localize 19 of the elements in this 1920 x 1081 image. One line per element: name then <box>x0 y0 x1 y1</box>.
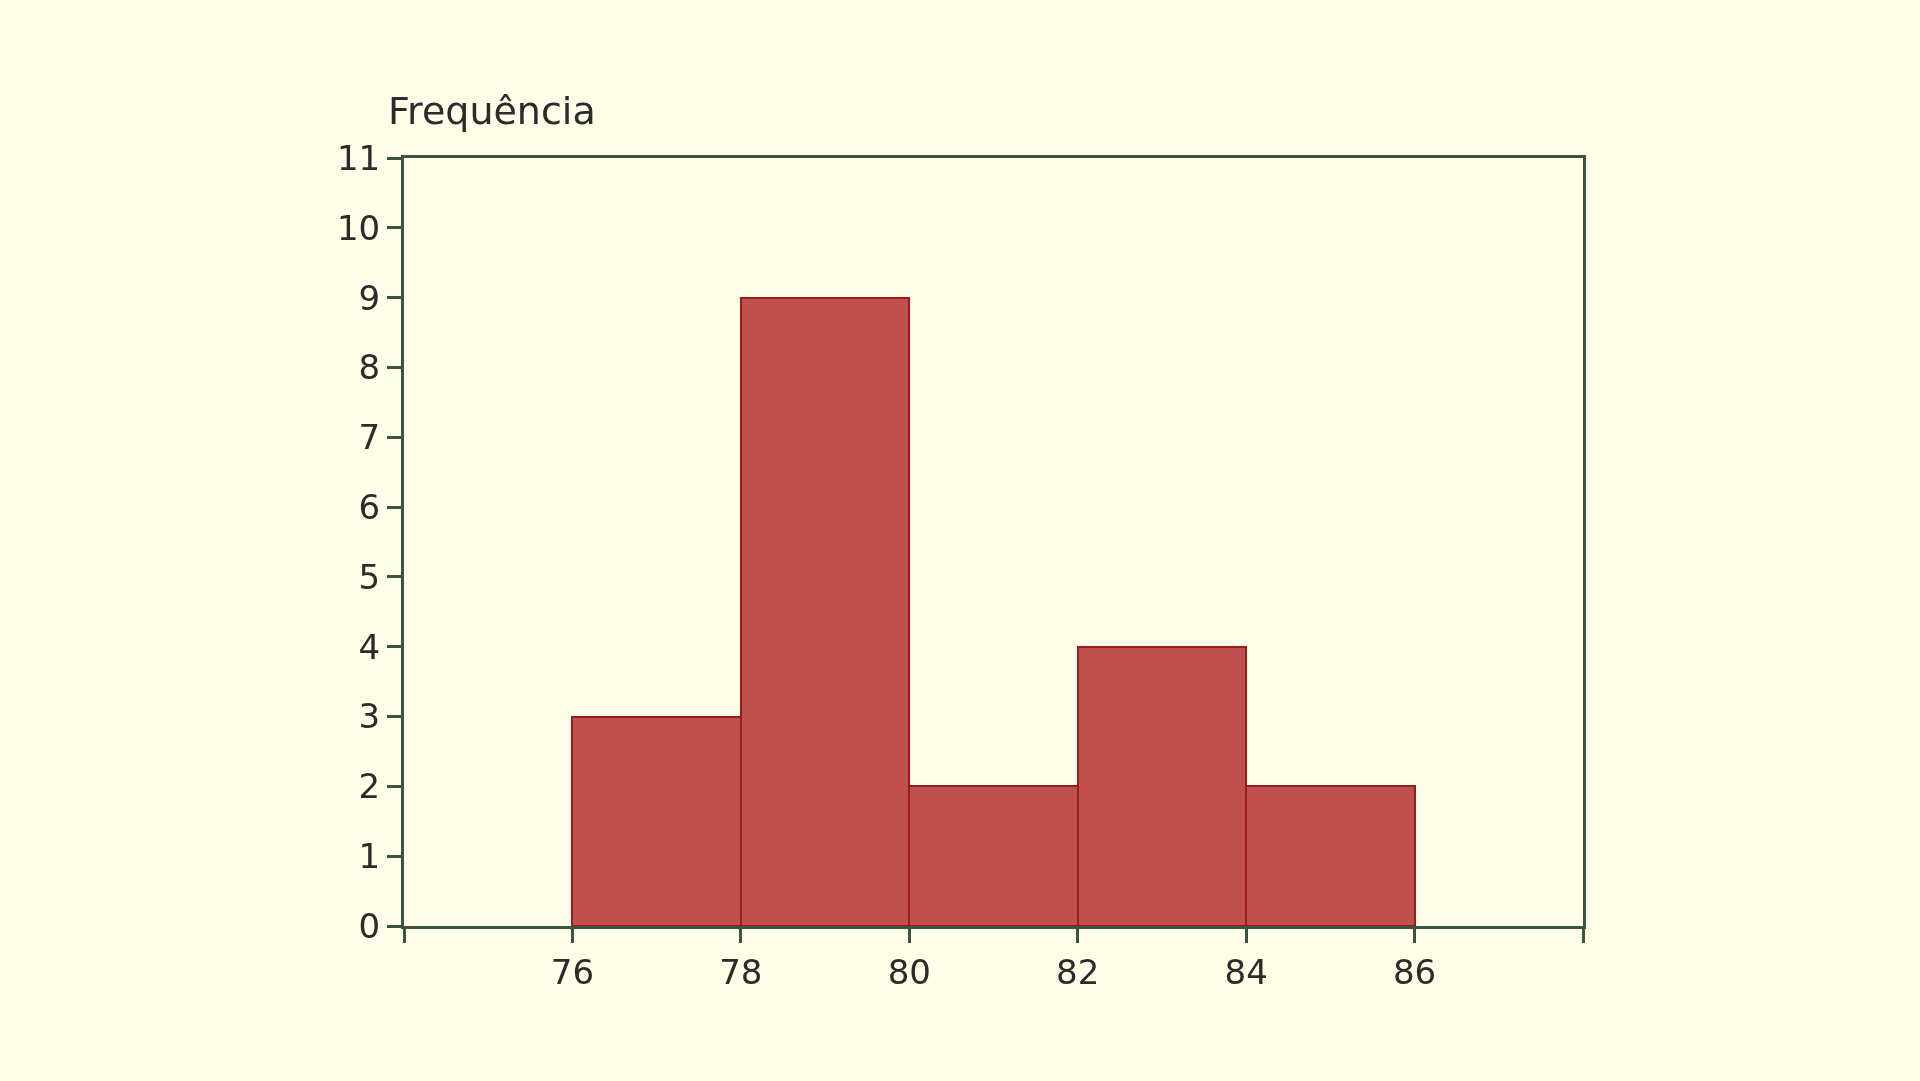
x-tick-label: 78 <box>719 951 763 992</box>
y-tick-label: 1 <box>358 836 381 877</box>
x-tick-label: 84 <box>1224 951 1268 992</box>
y-tick-label: 5 <box>358 556 381 597</box>
x-tick-label: 80 <box>887 951 931 992</box>
y-tick-label: 10 <box>336 207 381 248</box>
y-tick-label: 11 <box>336 137 381 178</box>
x-tick-label: 82 <box>1056 951 1100 992</box>
y-tick-label: 8 <box>358 347 381 388</box>
y-tick-label: 7 <box>358 417 381 458</box>
y-axis-title: Frequência <box>388 89 596 133</box>
y-tick-label: 2 <box>358 766 381 807</box>
y-tick-label: 0 <box>358 905 381 946</box>
y-tick-label: 6 <box>358 486 381 527</box>
y-tick-label: 3 <box>358 696 381 737</box>
y-tick-label: 4 <box>358 626 381 667</box>
y-tick-label: 9 <box>358 277 381 318</box>
x-tick-label: 86 <box>1392 951 1437 992</box>
x-tick-label: 76 <box>550 951 595 992</box>
